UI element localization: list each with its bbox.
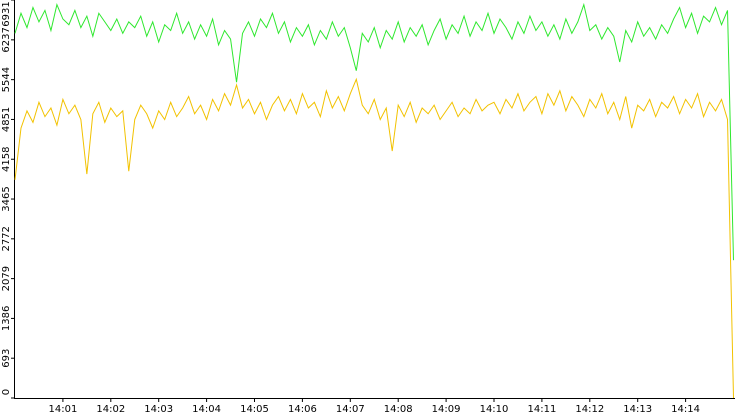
- y-tick-label: 1386: [1, 306, 12, 331]
- line-series: [14, 2, 734, 261]
- x-tick-label: 14:11: [527, 404, 556, 415]
- x-tick-label: 14:02: [96, 404, 125, 415]
- y-tick-label: 3465: [1, 186, 12, 211]
- x-tick-label: 14:14: [671, 404, 700, 415]
- x-tick-label: 14:04: [192, 404, 221, 415]
- y-tick-label: 6931: [1, 1, 12, 26]
- x-tick-label: 14:07: [336, 404, 365, 415]
- x-tick-label: 14:05: [240, 404, 269, 415]
- y-tick-label: 4158: [1, 147, 12, 172]
- y-tick-label: 5544: [1, 67, 12, 92]
- y-tick-label: 2079: [1, 266, 12, 291]
- x-tick-label: 14:03: [144, 404, 173, 415]
- x-tick-label: 14:10: [480, 404, 509, 415]
- x-tick-label: 14:06: [288, 404, 317, 415]
- line-series: [14, 77, 734, 399]
- y-tick-label: 6237: [1, 27, 12, 52]
- x-tick-label: 14:09: [432, 404, 461, 415]
- y-tick-label: 2772: [1, 226, 12, 251]
- x-tick-label: 14:08: [384, 404, 413, 415]
- x-tick-label: 14:12: [575, 404, 604, 415]
- y-tick-label: 693: [1, 349, 12, 368]
- x-tick-label: 14:13: [623, 404, 652, 415]
- x-tick-label: 14:01: [48, 404, 77, 415]
- y-tick-label: 4851: [1, 107, 12, 132]
- y-tick-label: 0: [1, 389, 12, 395]
